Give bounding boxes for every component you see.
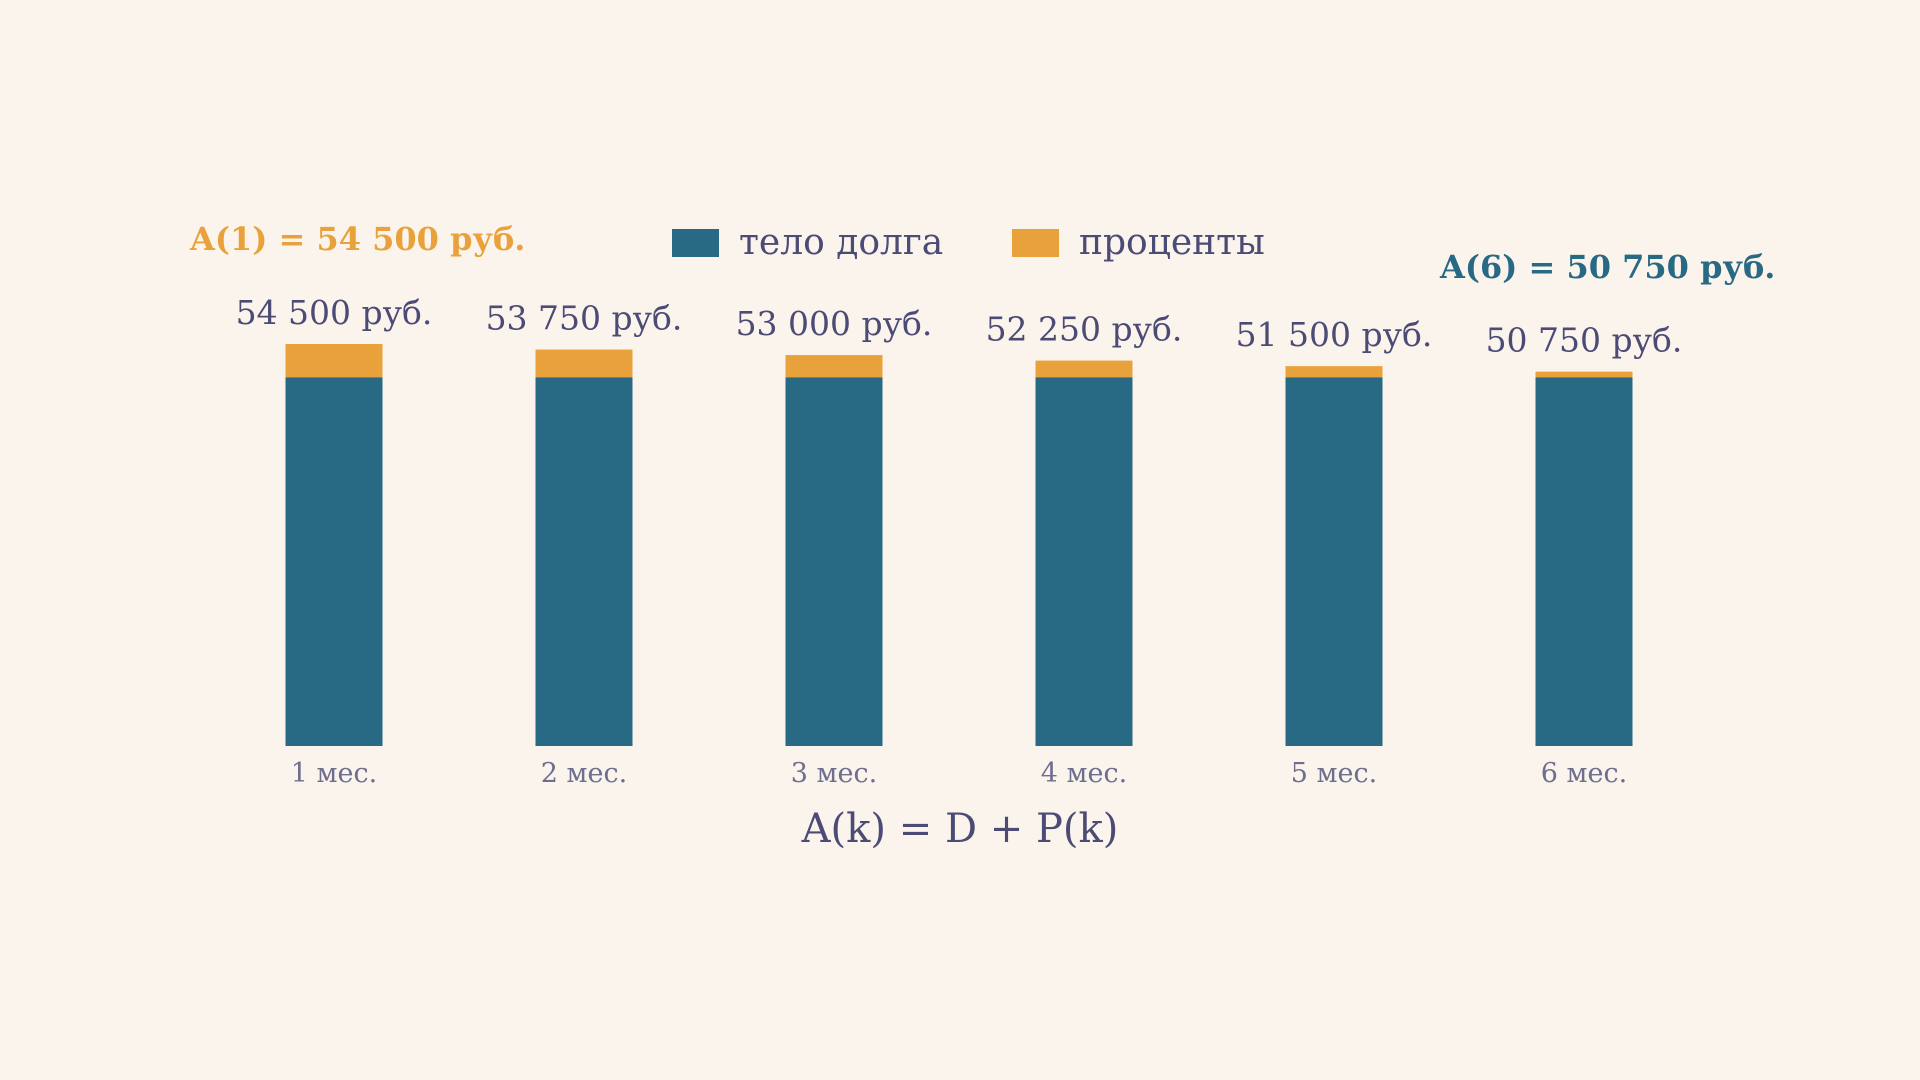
annuity-formula: A(k) = D + P(k) [801,806,1119,852]
bar-interest-6 [1535,371,1633,378]
total-label-4: 52 250 руб. [986,310,1183,349]
total-label-1: 54 500 руб. [236,293,433,332]
total-label-6: 50 750 руб. [1486,321,1683,360]
legend-principal-swatch [672,228,719,257]
legend-interest-swatch [1012,228,1059,257]
legend-interest: проценты [1012,222,1265,263]
x-tick-label-6: 6 мес. [1541,758,1627,789]
legend-principal-label: тело долга [739,222,944,263]
legend-principal: тело долга [672,222,943,263]
bar-principal-5 [1285,377,1383,746]
legend-interest-label: проценты [1079,222,1265,263]
bar-principal-3 [785,377,883,746]
bar-principal-4 [1035,377,1133,746]
x-tick-label-2: 2 мес. [541,758,627,789]
x-tick-label-1: 1 мес. [291,758,377,789]
bar-principal-2 [535,377,633,746]
last-payment-callout: A(6) = 50 750 руб. [1440,248,1776,286]
bar-principal-1 [285,377,383,746]
total-label-5: 51 500 руб. [1236,315,1433,354]
bar-interest-1 [285,344,383,378]
x-tick-label-4: 4 мес. [1041,758,1127,789]
first-payment-callout: A(1) = 54 500 руб. [190,220,526,258]
x-tick-label-3: 3 мес. [791,758,877,789]
bar-interest-5 [1285,366,1383,378]
bar-principal-6 [1535,377,1633,746]
total-label-2: 53 750 руб. [486,299,683,338]
total-label-3: 53 000 руб. [736,304,933,343]
bar-interest-4 [1035,360,1133,378]
x-tick-label-5: 5 мес. [1291,758,1377,789]
bar-interest-3 [785,355,883,378]
bar-interest-2 [535,349,633,378]
